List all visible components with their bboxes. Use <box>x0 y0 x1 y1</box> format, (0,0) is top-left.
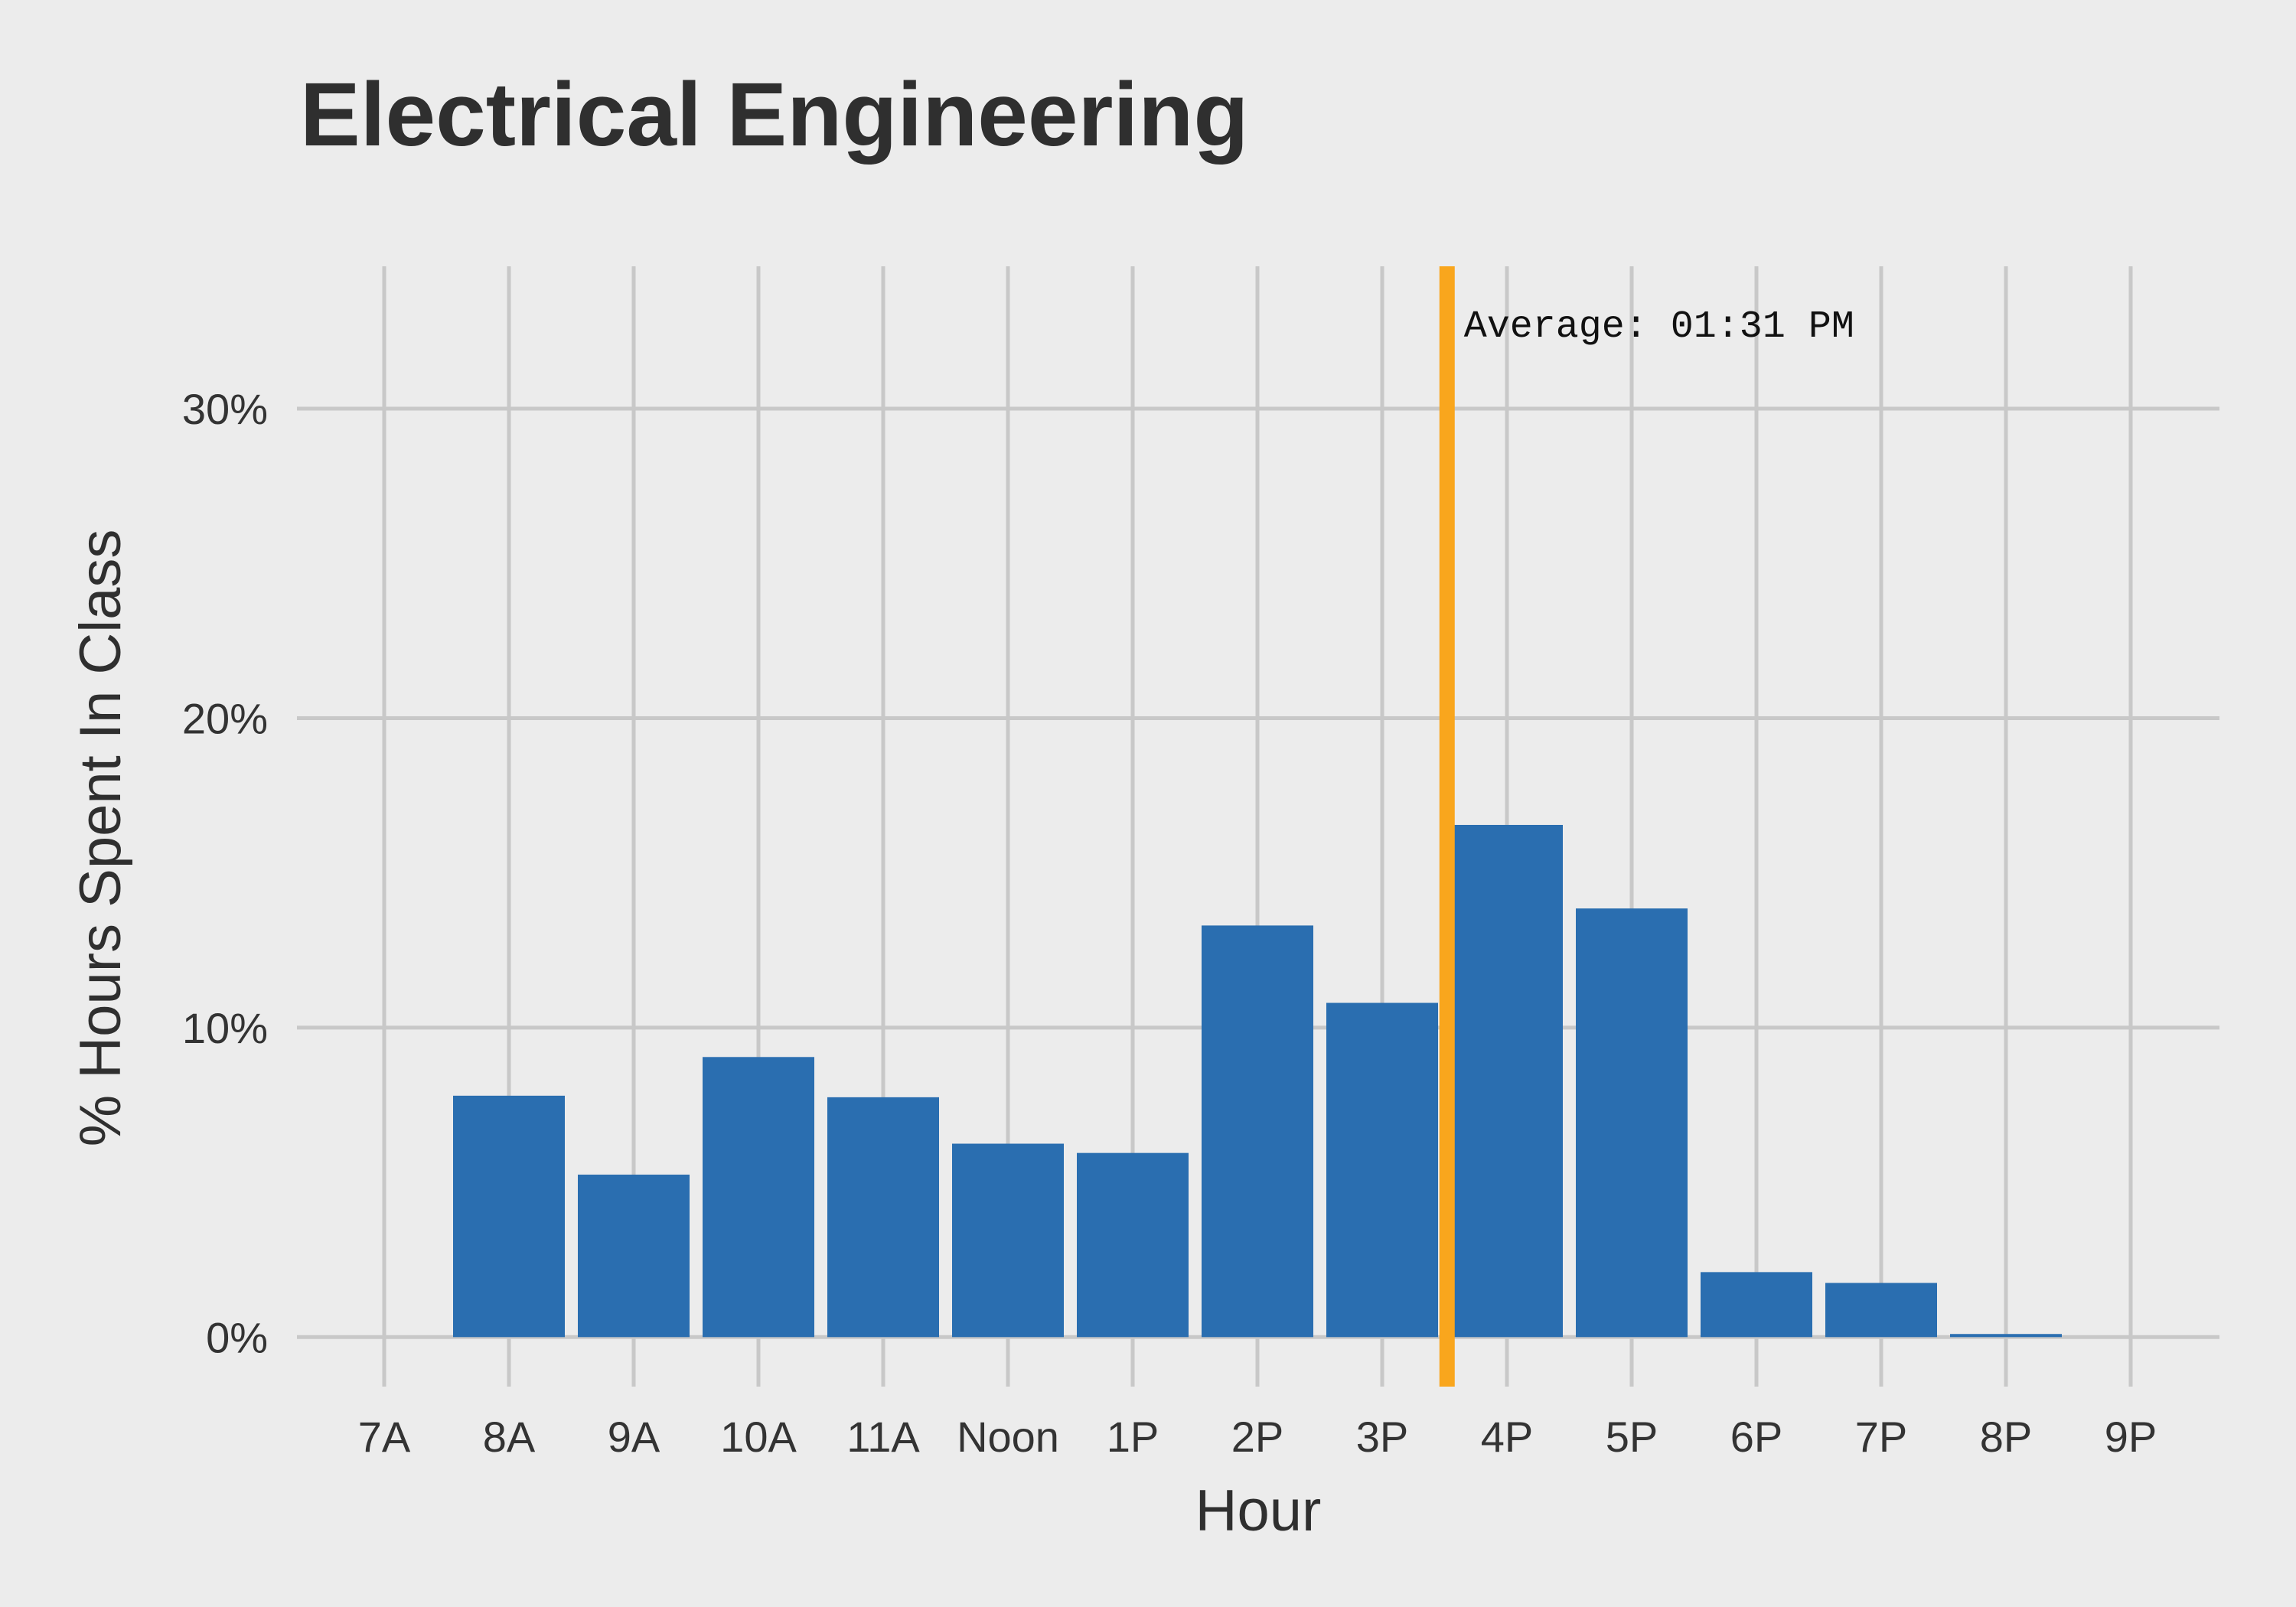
y-tick-labels: 0% 10% 20% 30% <box>182 385 268 1361</box>
x-tick-label: 1P <box>1107 1413 1159 1461</box>
bar-7p <box>1825 1283 1937 1338</box>
bar-5p <box>1576 908 1688 1338</box>
bar-9a <box>578 1174 690 1338</box>
x-tick-label: 3P <box>1356 1413 1409 1461</box>
y-axis-title: % Hours Spent In Class <box>68 530 133 1147</box>
x-tick-label: 9A <box>608 1413 660 1461</box>
x-tick-label: 7P <box>1855 1413 1908 1461</box>
y-tick-label: 20% <box>182 694 268 742</box>
x-tick-label: 6P <box>1730 1413 1783 1461</box>
bar-8p <box>1950 1334 2062 1338</box>
average-label: Average: 01:31 PM <box>1464 305 1854 349</box>
x-tick-label: 2P <box>1231 1413 1284 1461</box>
bar-3p <box>1326 1002 1438 1338</box>
y-tick-label: 30% <box>182 385 268 433</box>
x-tick-label: 8P <box>1980 1413 2033 1461</box>
x-tick-labels: 7A 8A 9A 10A 11A Noon 1P 2P 3P 4P 5P 6P 7P 8P 9P <box>358 1413 2157 1461</box>
bar-10a <box>703 1057 814 1338</box>
bar-8a <box>453 1095 565 1338</box>
chart-title: Electrical Engineering <box>300 64 1248 165</box>
bars <box>453 824 2062 1338</box>
y-tick-label: 10% <box>182 1004 268 1052</box>
x-tick-label: 9P <box>2105 1413 2157 1461</box>
bar-6p <box>1701 1272 1812 1338</box>
x-tick-label: 5P <box>1606 1413 1658 1461</box>
bar-4p <box>1451 824 1563 1338</box>
reference-line-group: Average: 01:31 PM <box>1439 266 1854 1387</box>
x-axis-title: Hour <box>1195 1478 1322 1543</box>
x-tick-label: Noon <box>957 1413 1059 1461</box>
average-line <box>1439 266 1455 1387</box>
y-tick-label: 0% <box>206 1313 268 1361</box>
x-tick-label: 8A <box>483 1413 536 1461</box>
x-tick-label: 4P <box>1481 1413 1534 1461</box>
bar-1p <box>1077 1152 1189 1338</box>
bar-2p <box>1202 925 1313 1338</box>
bar-noon <box>952 1143 1064 1338</box>
bar-11a <box>827 1097 939 1338</box>
x-tick-label: 10A <box>720 1413 797 1461</box>
x-tick-label: 11A <box>846 1413 920 1461</box>
x-tick-label: 7A <box>358 1413 411 1461</box>
